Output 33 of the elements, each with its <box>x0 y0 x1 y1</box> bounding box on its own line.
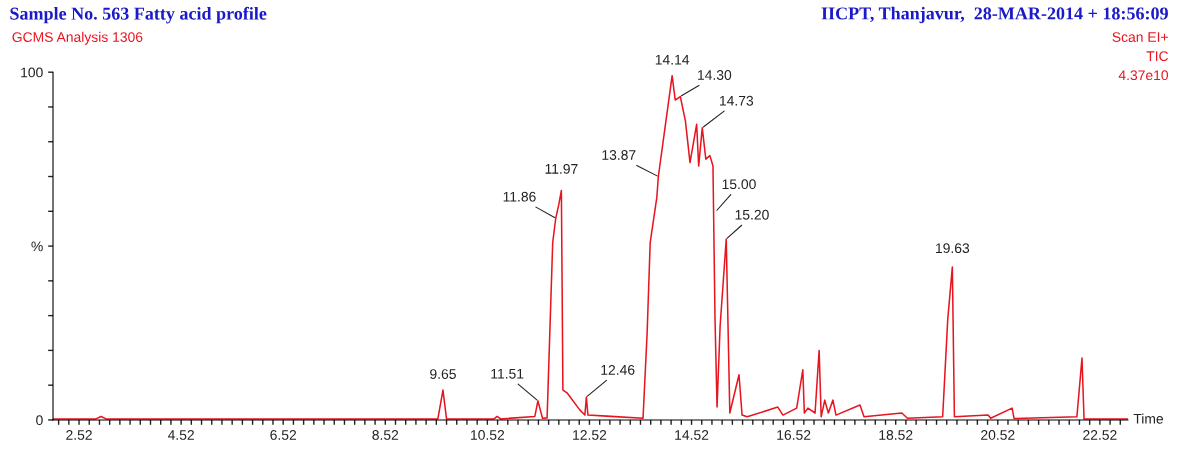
annotation: 14.30 <box>698 70 732 80</box>
x-tick-label: 14.52 <box>675 430 709 440</box>
text: IICPT, Thanjavur, 28-MAR-2014 + 18:56:09 <box>821 6 1168 24</box>
annotation: 19.63 <box>936 243 970 254</box>
x-tick-label: 20.52 <box>981 430 1015 440</box>
annotation: 11.97 <box>545 163 578 174</box>
annotation: 9.65 <box>430 369 456 379</box>
annotation: 13.87 <box>602 150 636 160</box>
x-tick-label: 16.52 <box>777 430 811 440</box>
x-tick-label: 2.52 <box>66 430 92 440</box>
x-tick-label: 18.52 <box>879 430 913 440</box>
x-axis-title: Time <box>1133 413 1164 424</box>
x-tick-label: 4.52 <box>167 430 194 440</box>
annotation: 12.46 <box>601 364 635 375</box>
text: Scan EI+ <box>1112 32 1168 42</box>
annotation: 14.14 <box>655 54 690 65</box>
y-tick-label: % <box>31 241 43 252</box>
annotation: 11.86 <box>503 191 536 202</box>
x-tick-label: 6.52 <box>270 430 297 440</box>
x-tick-label: 10.52 <box>471 430 505 440</box>
text: TIC <box>1146 51 1169 62</box>
x-tick-label: 8.52 <box>372 430 399 440</box>
chart-title: Sample No. 563 Fatty acid profile <box>10 6 267 24</box>
y-tick-label: 100 <box>21 67 43 78</box>
chart-subtitle: GCMS Analysis 1306 <box>12 31 143 45</box>
annotation: 15.20 <box>735 209 769 220</box>
x-tick-label: 22.52 <box>1083 430 1117 440</box>
annotation: 14.73 <box>719 95 754 106</box>
y-tick-label: 0 <box>36 415 43 426</box>
annotation: 15.00 <box>722 179 756 190</box>
annotation: 11.51 <box>491 368 524 379</box>
x-tick-label: 12.52 <box>573 430 607 440</box>
annotation: 4.37e10 <box>1118 70 1169 81</box>
